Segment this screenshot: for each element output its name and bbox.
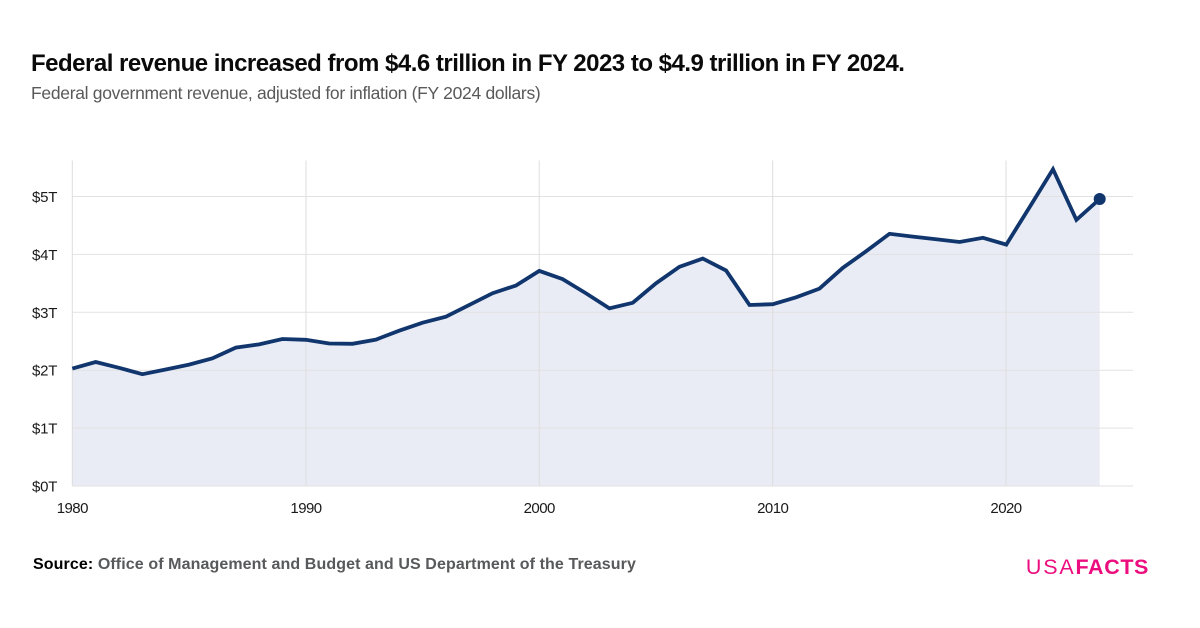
svg-text:$5T: $5T	[32, 189, 57, 206]
svg-text:1990: 1990	[290, 500, 321, 517]
svg-text:1980: 1980	[57, 500, 88, 517]
svg-text:$3T: $3T	[32, 305, 57, 322]
svg-text:$1T: $1T	[32, 421, 57, 438]
svg-text:2000: 2000	[524, 500, 555, 517]
svg-text:$4T: $4T	[32, 247, 57, 264]
svg-text:2020: 2020	[990, 500, 1021, 517]
svg-text:2010: 2010	[757, 500, 788, 517]
svg-text:$0T: $0T	[32, 479, 57, 496]
svg-text:$2T: $2T	[32, 363, 57, 380]
